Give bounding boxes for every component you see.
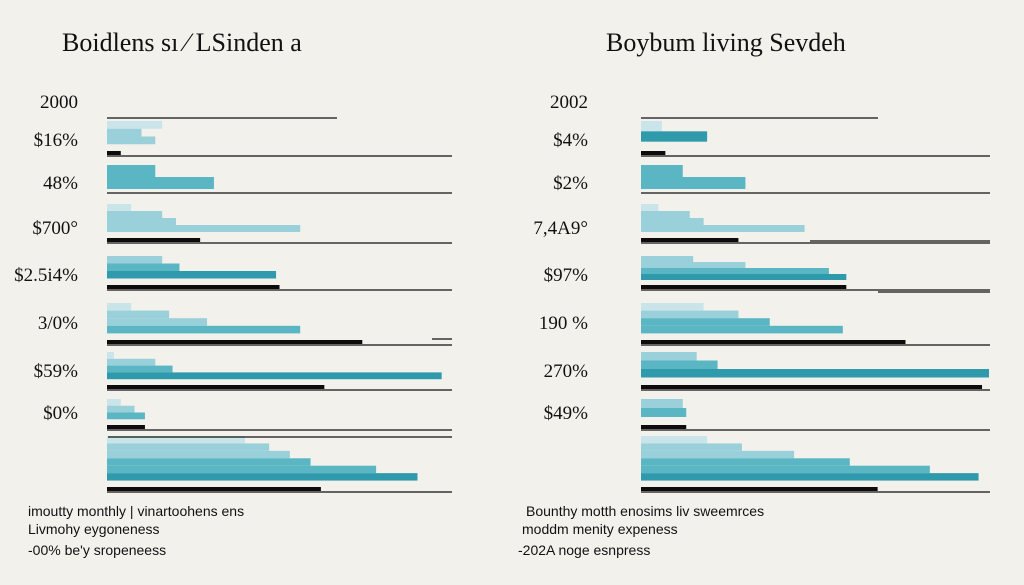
right-bar-row-4-1 — [641, 262, 746, 268]
right-bar-row-7-2 — [641, 425, 687, 429]
right-bar-row-5-3 — [641, 325, 843, 334]
left-legend-line-2: Livmohy eygoneness — [28, 521, 160, 537]
right-bar-row-8-4 — [641, 465, 930, 474]
right-row-label-7: $49% — [543, 403, 588, 424]
left-bar-row-6-3 — [107, 372, 442, 380]
right-bar-row-3-3 — [641, 225, 805, 232]
right-bar-row-5-0 — [641, 303, 704, 311]
left-bar-row-5-1 — [107, 310, 170, 319]
left-bar-row-8-2 — [107, 450, 290, 459]
left-row-label-0: 2000 — [40, 92, 78, 113]
right-bar-row-8-3 — [641, 458, 850, 466]
right-bar-row-1-2 — [641, 151, 666, 155]
left-bar-row-8-4 — [107, 465, 377, 474]
left-bar-row-3-2 — [107, 218, 176, 225]
right-bar-row-2-1 — [641, 177, 746, 189]
right-bar-row-7-0 — [641, 399, 683, 408]
right-legend-line-2: moddm menity expeness — [522, 521, 678, 537]
right-bar-row-5-1 — [641, 310, 739, 319]
right-row-label-0: 2002 — [550, 92, 588, 113]
right-chart-svg — [641, 117, 990, 493]
left-bar-row-6-4 — [107, 385, 325, 389]
left-row-label-6: $59% — [33, 361, 78, 382]
right-bar-row-5-2 — [641, 318, 770, 326]
right-legend-line-3: -202A noge esnpress — [518, 542, 651, 558]
right-bar-row-1-0 — [641, 121, 662, 132]
left-chart-panel: Boidlens sı ⁄ LSinden a 2000 $16% 48% $700°… — [14, 28, 452, 558]
left-bar-row-8-1 — [107, 443, 270, 451]
left-row-label-3: $700° — [32, 218, 78, 239]
left-bar-row-4-3 — [107, 285, 280, 289]
left-bar-row-8-0 — [107, 436, 245, 444]
right-bar-row-3-2 — [641, 218, 704, 225]
right-bar-row-6-1 — [641, 360, 718, 369]
left-legend-line-1: imoutty monthly | vinartoohens ens — [28, 503, 245, 519]
right-bar-row-8-1 — [641, 443, 742, 451]
right-bar-row-5-4 — [641, 340, 906, 344]
right-bar-row-8-2 — [641, 450, 795, 459]
left-row-label-7: $0% — [43, 403, 78, 424]
left-row-label-2: 48% — [43, 173, 78, 194]
left-bar-row-3-0 — [107, 204, 132, 211]
right-legend-line-1: Bounthy motth enosims liv sweemrces — [526, 503, 765, 519]
right-bar-row-6-2 — [641, 369, 989, 378]
left-bar-row-5-2 — [107, 318, 208, 326]
left-bar-row-7-0 — [107, 399, 121, 406]
left-bar-row-8-6 — [107, 487, 321, 491]
right-chart-panel: Boybum living Sevdeh 2002 $4% $2% 7,4A9° $97… — [512, 0, 1024, 585]
right-bar-row-4-2 — [641, 268, 829, 274]
left-bar-row-5-0 — [107, 303, 132, 311]
right-bar-row-4-4 — [641, 285, 847, 289]
left-bar-row-6-1 — [107, 358, 156, 366]
left-bar-row-7-1 — [107, 405, 135, 413]
right-bar-row-4-0 — [641, 256, 694, 262]
left-bar-row-4-2 — [107, 271, 277, 279]
right-bar-row-4-3 — [641, 274, 847, 280]
right-row-label-4: $97% — [543, 265, 588, 286]
left-row-label-1: $16% — [33, 130, 78, 151]
left-bar-row-8-3 — [107, 458, 311, 466]
right-row-label-5: 190 % — [538, 313, 588, 334]
left-row-label-5: 3/0% — [37, 313, 78, 334]
left-bar-row-8-5 — [107, 473, 418, 481]
left-chart-title: Boidlens sı ⁄ LSinden a — [62, 28, 302, 57]
left-bar-row-2-0 — [107, 165, 156, 177]
left-bar-row-6-0 — [107, 352, 114, 359]
left-bar-row-4-0 — [107, 256, 163, 264]
left-bar-row-3-1 — [107, 211, 163, 218]
left-row-label-4: $2.5i4% — [14, 265, 78, 286]
left-legend-line-3: -00% be'y sropeneess — [28, 542, 167, 558]
left-bar-row-5-3 — [107, 325, 301, 334]
left-chart-svg — [107, 117, 452, 493]
right-bar-row-2-0 — [641, 165, 683, 177]
left-bar-row-4-1 — [107, 263, 180, 271]
right-bar-row-3-1 — [641, 211, 690, 218]
right-chart-title: Boybum living Sevdeh — [606, 28, 846, 57]
left-bar-row-3-3 — [107, 225, 301, 232]
left-bar-row-3-4 — [107, 238, 201, 242]
left-bar-row-6-2 — [107, 365, 173, 373]
right-bar-row-1-1 — [641, 131, 708, 142]
left-bar-row-5-4 — [107, 340, 363, 344]
right-bar-row-3-4 — [641, 238, 739, 242]
right-bar-row-8-6 — [641, 487, 878, 491]
left-bar-row-7-3 — [107, 425, 145, 429]
right-row-label-1: $4% — [553, 130, 588, 151]
right-bar-row-8-5 — [641, 473, 979, 481]
left-bar-row-1-3 — [107, 151, 121, 155]
right-row-label-2: $2% — [553, 173, 588, 194]
right-bar-row-6-3 — [641, 385, 983, 389]
right-row-label-3: 7,4A9° — [533, 218, 588, 239]
left-bar-row-1-2 — [107, 136, 156, 145]
right-bar-row-6-0 — [641, 352, 697, 361]
right-bar-row-8-0 — [641, 436, 708, 444]
left-bar-row-1-1 — [107, 128, 142, 137]
left-bar-row-2-1 — [107, 177, 214, 189]
right-bar-row-3-0 — [641, 204, 659, 211]
left-bar-row-7-2 — [107, 412, 145, 420]
right-bar-row-7-1 — [641, 408, 687, 417]
right-row-label-6: 270% — [543, 361, 588, 382]
left-bar-row-1-0 — [107, 121, 163, 129]
